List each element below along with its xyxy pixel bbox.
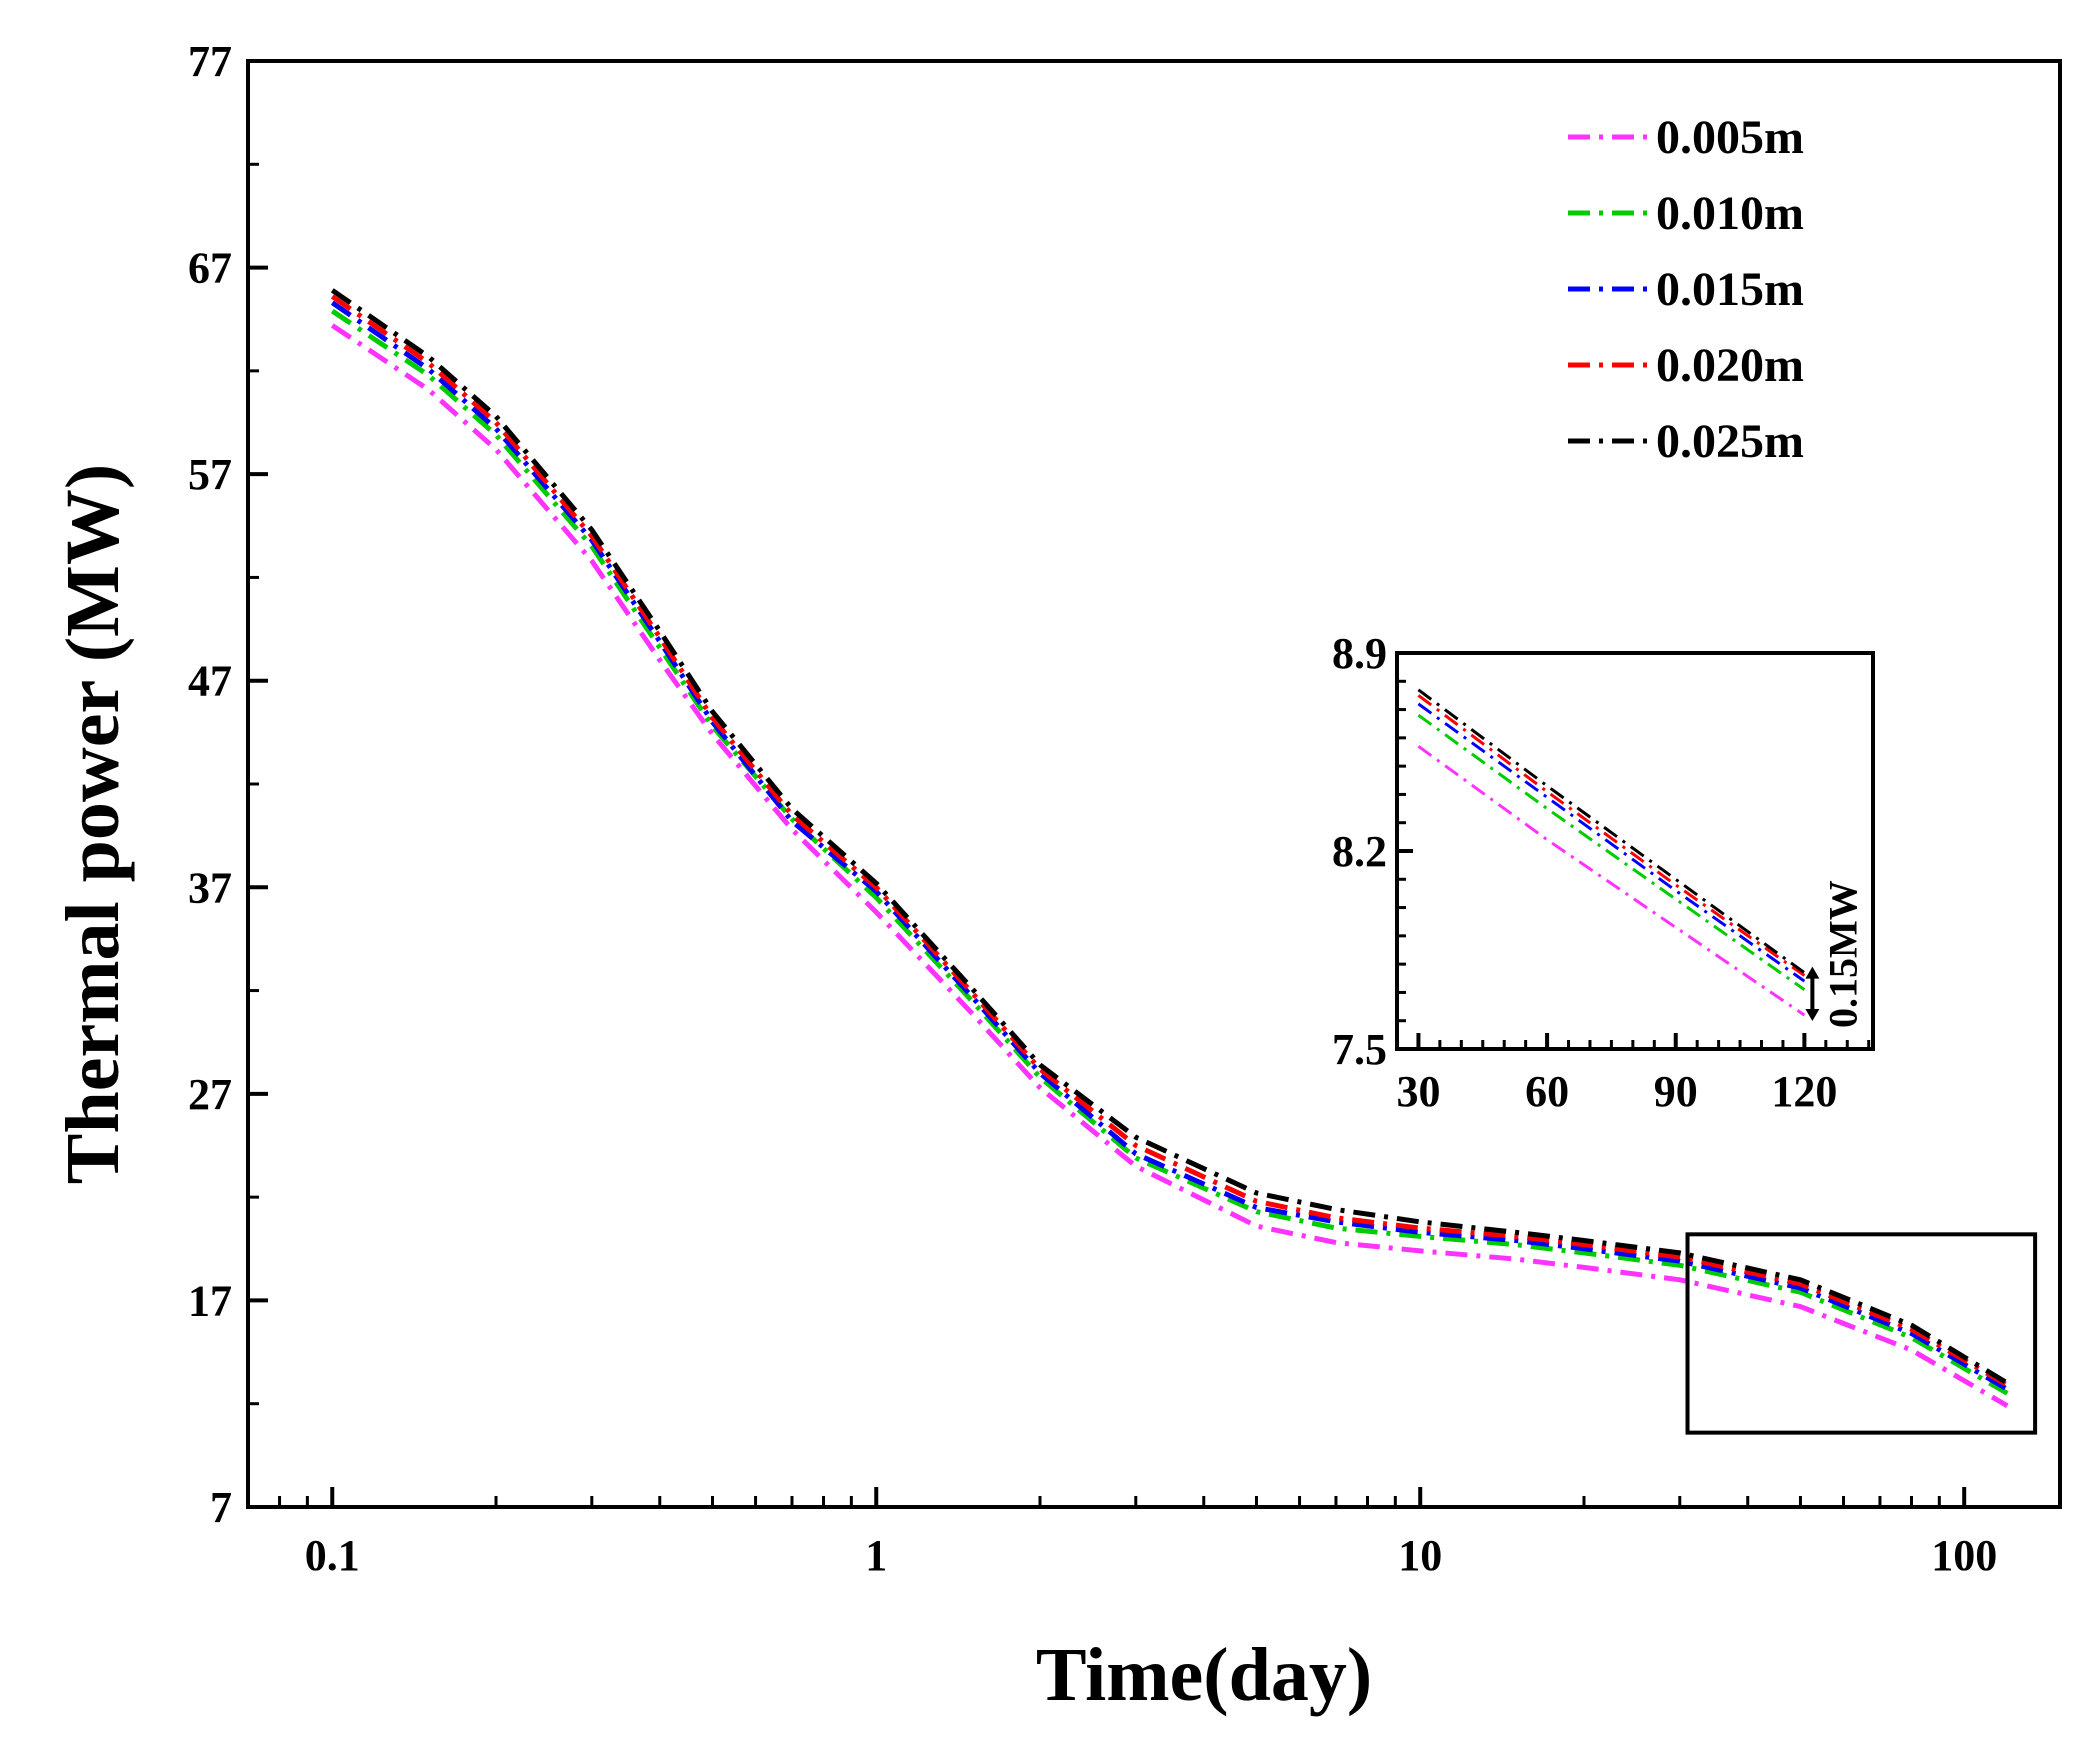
x-tick-label: 1 bbox=[865, 1531, 887, 1580]
spread-arrow-head-up bbox=[1805, 966, 1820, 979]
series-line-0.015m bbox=[330, 300, 2009, 1392]
main-plot-area: 7 17 27 37 47 57 67 77 0.1 1 10 100 Time(day) Thermal… bbox=[51, 37, 2062, 1717]
inset-series-line-0 bbox=[1417, 745, 1806, 1017]
inset-series-line-4 bbox=[1417, 688, 1806, 974]
legend-label: 0.010m bbox=[1656, 187, 1804, 240]
zoom-region-box bbox=[1685, 1232, 2038, 1435]
y-tick-label: 37 bbox=[188, 863, 232, 912]
legend-label: 0.015m bbox=[1656, 263, 1804, 316]
inset-y-tick-label: 8.9 bbox=[1332, 629, 1387, 678]
x-tick-label: 100 bbox=[1931, 1531, 1997, 1580]
y-tick-label: 47 bbox=[188, 657, 232, 706]
inset-series-line-2 bbox=[1417, 702, 1806, 983]
y-tick-label: 7 bbox=[210, 1483, 232, 1532]
legend-label: 0.020m bbox=[1656, 339, 1804, 392]
y-tick-label: 57 bbox=[188, 450, 232, 499]
series-line-0.005m bbox=[330, 323, 2009, 1408]
y-tick-label: 17 bbox=[188, 1276, 232, 1325]
inset-x-tick-label: 120 bbox=[1771, 1067, 1837, 1116]
series-line-0.010m bbox=[330, 308, 2009, 1396]
inset-y-tick-label: 7.5 bbox=[1332, 1025, 1387, 1074]
y-tick-label: 27 bbox=[188, 1070, 232, 1119]
y-tick-label: 77 bbox=[188, 37, 232, 86]
y-axis-title: Thermal power (MW) bbox=[51, 464, 135, 1184]
x-tick-label: 10 bbox=[1398, 1531, 1442, 1580]
spread-annotation: 0.15MW bbox=[1820, 880, 1865, 1028]
spread-arrow-head-down bbox=[1805, 1009, 1820, 1022]
x-tick-label: 0.1 bbox=[305, 1531, 360, 1580]
legend-label: 0.005m bbox=[1656, 111, 1804, 164]
inset-series-line-3 bbox=[1417, 694, 1806, 977]
inset-x-tick-label: 60 bbox=[1525, 1067, 1569, 1116]
y-tick-label: 67 bbox=[188, 244, 232, 293]
series-line-0.020m bbox=[330, 294, 2009, 1388]
x-axis-title: Time(day) bbox=[1036, 1633, 1372, 1717]
legend-label: 0.025m bbox=[1656, 415, 1804, 468]
inset-y-tick-label: 8.2 bbox=[1332, 827, 1387, 876]
inset-x-tick-label: 30 bbox=[1396, 1067, 1440, 1116]
inset-series-line-1 bbox=[1417, 713, 1806, 991]
inset-plot-area: 7.5 8.2 8.9 30 60 90 120 0.15MW bbox=[1332, 629, 1875, 1116]
series-line-0.025m bbox=[330, 288, 2009, 1386]
inset-x-tick-label: 90 bbox=[1654, 1067, 1698, 1116]
